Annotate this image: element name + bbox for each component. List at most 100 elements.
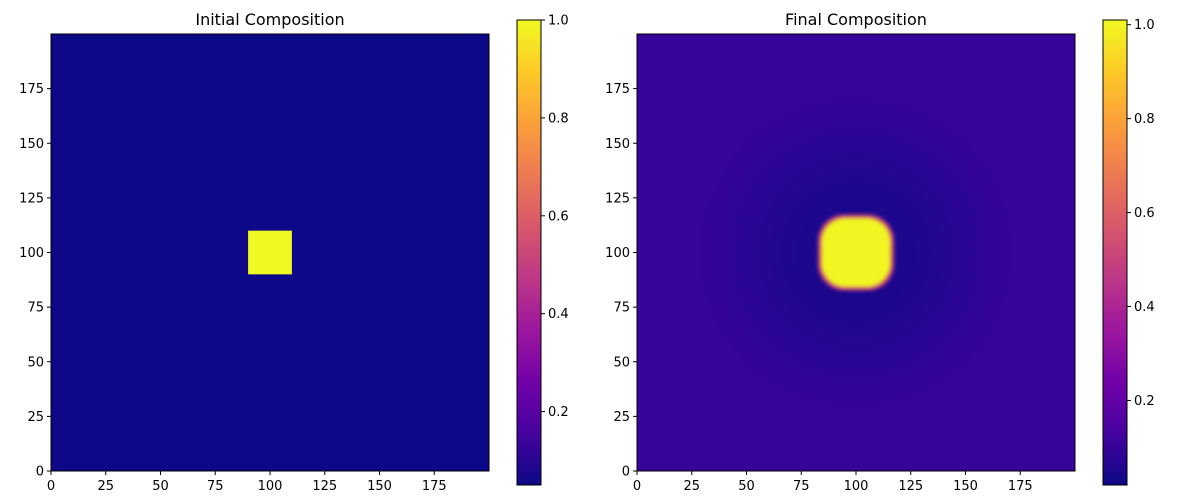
y-tick: 0 [622, 465, 637, 480]
x-tick: 75 [207, 471, 224, 494]
heatmap-image [637, 34, 1075, 471]
y-tick-label: 50 [613, 355, 630, 370]
x-tick-label: 25 [97, 479, 114, 494]
x-tick-label: 175 [422, 479, 447, 494]
colorbar-tick: 0.6 [541, 209, 569, 224]
colorbar-tick: 0.4 [541, 307, 569, 322]
y-tick: 75 [613, 301, 637, 316]
y-tick: 75 [27, 301, 51, 316]
x-tick-label: 50 [152, 479, 169, 494]
x-tick-label: 100 [844, 479, 869, 494]
x-tick: 150 [953, 471, 978, 494]
x-tick: 100 [844, 471, 869, 494]
y-tick-label: 125 [19, 191, 44, 206]
x-tick-label: 125 [898, 479, 923, 494]
colorbar-tick-label: 0.4 [548, 307, 569, 322]
colorbar-tick-label: 0.8 [1134, 112, 1155, 127]
chart-title: Final Composition [785, 10, 927, 29]
y-tick-label: 175 [605, 82, 630, 97]
x-tick-label: 150 [367, 479, 392, 494]
heatmap-image [51, 34, 489, 471]
x-tick: 125 [312, 471, 337, 494]
colorbar-tick-label: 0.6 [548, 209, 569, 224]
colorbar-tick-label: 0.2 [548, 405, 569, 420]
y-tick-label: 150 [605, 137, 630, 152]
colorbar-tick-label: 1.0 [1134, 18, 1155, 33]
y-tick: 125 [19, 191, 51, 206]
colorbar-tick: 0.8 [541, 111, 569, 126]
x-tick: 175 [422, 471, 447, 494]
composition-blob [820, 217, 892, 288]
y-tick: 150 [19, 137, 51, 152]
y-tick-label: 75 [27, 301, 44, 316]
x-tick: 100 [258, 471, 283, 494]
y-tick-label: 175 [19, 82, 44, 97]
y-tick: 25 [613, 410, 637, 425]
colorbar-frame [1102, 19, 1128, 486]
y-tick-label: 125 [605, 191, 630, 206]
colorbar-tick-label: 1.0 [548, 14, 569, 29]
y-tick: 175 [605, 82, 637, 97]
x-tick-label: 25 [683, 479, 700, 494]
x-tick-label: 50 [738, 479, 755, 494]
colorbar: 0.2 0.4 0.6 0.8 1.0 [1102, 18, 1155, 486]
x-tick: 50 [738, 471, 755, 494]
chart-title: Initial Composition [195, 10, 344, 29]
x-tick-label: 175 [1008, 479, 1033, 494]
colorbar-tick: 0.8 [1127, 112, 1155, 127]
y-tick: 175 [19, 82, 51, 97]
colorbar-gradient [1103, 20, 1127, 485]
x-tick: 175 [1008, 471, 1033, 494]
x-tick-label: 75 [793, 479, 810, 494]
x-tick: 0 [633, 471, 641, 494]
x-tick-label: 0 [47, 479, 55, 494]
y-tick: 0 [36, 465, 51, 480]
colorbar-tick-label: 0.8 [548, 111, 569, 126]
y-axis: 0 25 50 75 100 125 150 175 [605, 82, 637, 480]
x-tick: 25 [683, 471, 700, 494]
x-tick: 150 [367, 471, 392, 494]
composition-square [248, 230, 292, 275]
colorbar-tick-label: 0.4 [1134, 300, 1155, 315]
y-tick-label: 25 [613, 410, 630, 425]
x-tick: 50 [152, 471, 169, 494]
colorbar-tick: 0.2 [541, 405, 569, 420]
y-tick-label: 0 [36, 465, 44, 480]
y-tick-label: 0 [622, 465, 630, 480]
y-tick: 50 [27, 355, 51, 370]
colorbar-tick: 1.0 [541, 14, 569, 29]
x-tick-label: 0 [633, 479, 641, 494]
x-tick: 25 [97, 471, 114, 494]
y-axis: 0 25 50 75 100 125 150 175 [19, 82, 51, 480]
y-tick-label: 25 [27, 410, 44, 425]
y-tick-label: 100 [605, 246, 630, 261]
colorbar-gradient [517, 20, 541, 485]
colorbar-tick-label: 0.2 [1134, 394, 1155, 409]
y-tick-label: 100 [19, 246, 44, 261]
x-tick-label: 75 [207, 479, 224, 494]
y-tick: 150 [605, 137, 637, 152]
x-tick-label: 125 [312, 479, 337, 494]
x-tick-label: 100 [258, 479, 283, 494]
x-tick-label: 150 [953, 479, 978, 494]
x-axis: 0 25 50 75 100 125 150 175 [47, 471, 447, 494]
panel-initial-composition: Initial Composition 0 25 50 75 100 125 150 175 … [19, 10, 569, 494]
colorbar-tick: 0.4 [1127, 300, 1155, 315]
panel-final-composition: Final Composition 0 25 50 75 100 125 150 175 0 2… [605, 10, 1155, 494]
colorbar: 0.2 0.4 0.6 0.8 1.0 [516, 14, 569, 486]
x-tick: 125 [898, 471, 923, 494]
colorbar-tick-label: 0.6 [1134, 206, 1155, 221]
colorbar-tick: 1.0 [1127, 18, 1155, 33]
y-tick-label: 150 [19, 137, 44, 152]
y-tick: 25 [27, 410, 51, 425]
colorbar-frame [516, 19, 542, 486]
x-tick: 0 [47, 471, 55, 494]
y-tick: 125 [605, 191, 637, 206]
x-axis: 0 25 50 75 100 125 150 175 [633, 471, 1033, 494]
y-tick-label: 75 [613, 301, 630, 316]
y-tick: 100 [605, 246, 637, 261]
y-tick-label: 50 [27, 355, 44, 370]
x-tick: 75 [793, 471, 810, 494]
y-tick: 50 [613, 355, 637, 370]
